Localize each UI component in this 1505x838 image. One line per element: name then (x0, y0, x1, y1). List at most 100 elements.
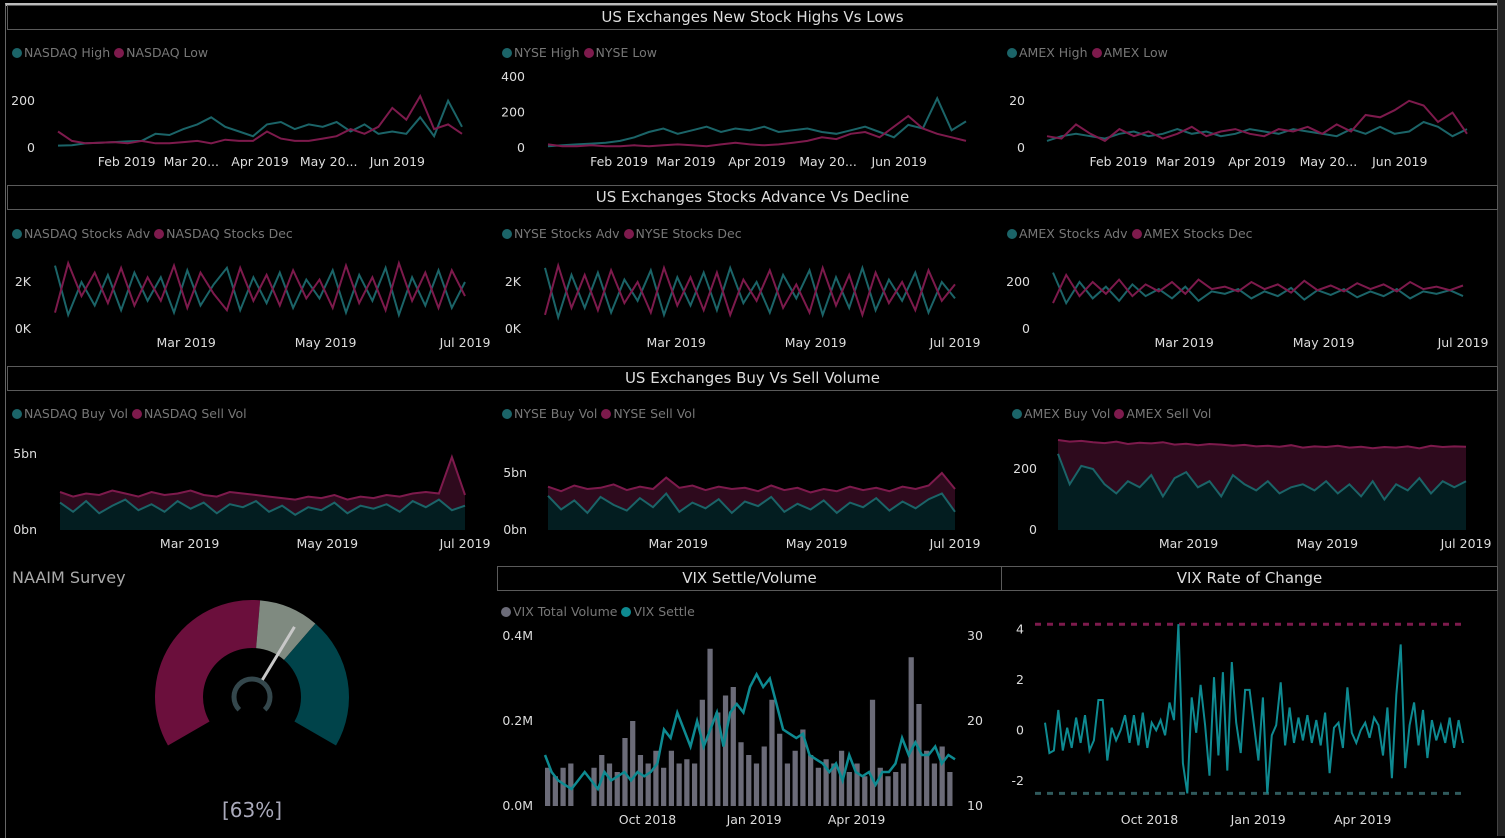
legend-item[interactable]: NYSE High (502, 45, 580, 60)
volume-bar[interactable] (630, 721, 636, 806)
series-line[interactable] (1044, 624, 1464, 794)
volume-bar[interactable] (668, 750, 675, 806)
legend-item[interactable]: NASDAQ Buy Vol (12, 406, 128, 421)
volume-bar[interactable] (699, 699, 705, 806)
series-line[interactable] (547, 114, 967, 148)
sell-line[interactable] (547, 471, 956, 494)
volume-bar[interactable] (916, 704, 922, 806)
scrollbar[interactable] (1497, 0, 1505, 836)
volume-bar[interactable] (877, 767, 883, 806)
volume-bar[interactable] (730, 687, 736, 806)
legend-dot-icon (502, 228, 512, 239)
volume-bar[interactable] (591, 767, 597, 806)
volume-bar[interactable] (939, 746, 945, 807)
x-tick-label: Jul 2019 (929, 536, 981, 551)
volume-bar[interactable] (831, 763, 837, 807)
volume-bar[interactable] (746, 755, 752, 806)
buy-line[interactable] (1057, 453, 1467, 502)
naaim-value: [63%] (221, 798, 283, 822)
volume-bar[interactable] (808, 755, 814, 806)
volume-bar[interactable] (869, 699, 876, 806)
gauge-hub-icon (231, 676, 273, 712)
legend-item[interactable]: NYSE Buy Vol (502, 406, 597, 421)
series-line[interactable] (544, 262, 956, 319)
volume-bar[interactable] (893, 772, 899, 806)
volume-bar[interactable] (784, 763, 791, 807)
legend-item[interactable]: AMEX Sell Vol (1114, 406, 1211, 421)
volume-bar[interactable] (715, 712, 721, 807)
series-line[interactable] (547, 95, 967, 148)
volume-bar[interactable] (560, 767, 566, 806)
x-tick-label: Jul 2019 (439, 536, 491, 551)
legend-item[interactable]: NASDAQ High (12, 45, 110, 60)
volume-bar[interactable] (846, 772, 852, 806)
buy-line[interactable] (547, 491, 956, 515)
volume-bar[interactable] (815, 767, 821, 806)
volume-bar[interactable] (738, 742, 744, 806)
legend-dot-icon (154, 228, 165, 239)
legend-item[interactable]: VIX Settle (621, 604, 695, 619)
volume-bar[interactable] (568, 763, 574, 807)
legend-item[interactable]: NYSE Stocks Adv (502, 226, 620, 241)
volume-bar[interactable] (761, 746, 767, 807)
volume-bar[interactable] (645, 763, 651, 807)
volume-bar[interactable] (661, 767, 667, 806)
volume-bar[interactable] (800, 729, 806, 807)
volume-bar[interactable] (854, 763, 860, 807)
y-right-tick-label: 30 (967, 628, 983, 643)
legend-item[interactable]: NYSE Stocks Dec (623, 226, 742, 241)
volume-bar[interactable] (947, 772, 953, 806)
legend-item[interactable]: NASDAQ Sell Vol (131, 406, 247, 421)
series-line[interactable] (57, 93, 463, 145)
volume-bar[interactable] (769, 699, 775, 806)
volume-bar[interactable] (885, 776, 891, 806)
volume-bar[interactable] (753, 763, 760, 807)
series-line[interactable] (544, 264, 956, 321)
legend-item[interactable]: VIX Total Volume (501, 604, 617, 619)
volume-bar[interactable] (924, 750, 930, 806)
legend-item[interactable]: AMEX High (1007, 45, 1088, 60)
vix-settle-line[interactable] (543, 671, 956, 792)
legend-item[interactable]: AMEX Stocks Dec (1131, 226, 1253, 241)
legend-item[interactable]: AMEX Low (1091, 45, 1168, 60)
x-tick-label: Mar 2019 (649, 536, 708, 551)
volume-bar[interactable] (637, 755, 644, 806)
series-line[interactable] (54, 264, 466, 319)
volume-bar[interactable] (676, 763, 682, 807)
legend-item[interactable]: AMEX Stocks Adv (1007, 226, 1128, 241)
series-line[interactable] (1046, 120, 1468, 142)
volume-bar[interactable] (862, 776, 868, 806)
series-line[interactable] (1052, 272, 1464, 304)
sell-line[interactable] (59, 453, 466, 501)
volume-bar[interactable] (614, 772, 620, 806)
volume-bar[interactable] (931, 763, 938, 807)
volume-bar[interactable] (792, 750, 798, 806)
y-tick-label: 0.0M (502, 798, 533, 813)
volume-bar[interactable] (653, 750, 659, 806)
volume-bar[interactable] (722, 695, 729, 807)
series-line[interactable] (57, 98, 463, 147)
volume-bar[interactable] (823, 759, 829, 806)
volume-bar[interactable] (552, 776, 558, 806)
x-tick-label: May 2019 (1293, 335, 1355, 350)
legend-item[interactable]: NASDAQ Stocks Dec (154, 226, 293, 241)
volume-bar[interactable] (606, 763, 613, 807)
legend-item[interactable]: NASDAQ Low (114, 45, 208, 60)
volume-bar[interactable] (900, 763, 907, 807)
legend-item[interactable]: AMEX Buy Vol (1012, 406, 1110, 421)
buy-line[interactable] (59, 498, 466, 516)
x-tick-label: Mar 2019 (1155, 335, 1214, 350)
sell-line[interactable] (1057, 439, 1467, 450)
volume-bar[interactable] (684, 759, 690, 806)
legend-item[interactable]: NASDAQ Stocks Adv (12, 226, 150, 241)
x-tick-label: May 20... (1300, 154, 1358, 169)
series-line[interactable] (1046, 99, 1468, 143)
volume-bar[interactable] (777, 733, 783, 806)
x-tick-label: May 2019 (1296, 536, 1358, 551)
volume-bar[interactable] (691, 763, 698, 807)
series-line[interactable] (54, 259, 466, 314)
legend-item[interactable]: NYSE Sell Vol (601, 406, 695, 421)
legend-item[interactable]: NYSE Low (583, 45, 657, 60)
volume-bar[interactable] (908, 657, 914, 806)
volume-bar[interactable] (545, 767, 551, 806)
